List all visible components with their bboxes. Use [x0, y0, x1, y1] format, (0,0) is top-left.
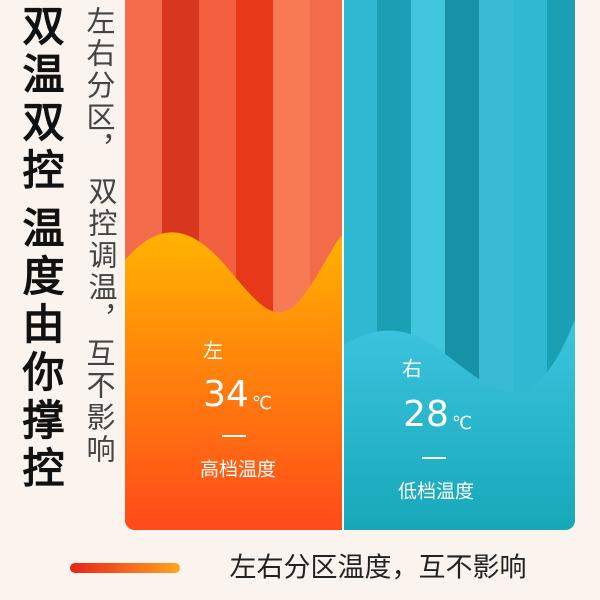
side-text: 互不影响	[82, 338, 116, 466]
zone-side: 左	[203, 339, 223, 363]
warm-zone	[125, 232, 343, 530]
zone-side: 右	[402, 357, 422, 381]
side-text: 左右分区，	[82, 6, 116, 166]
headline: 双温双控	[16, 4, 65, 196]
zone-level: 低档温度	[398, 481, 474, 503]
zone-unit: ℃	[452, 413, 472, 434]
cool-zone	[343, 320, 575, 530]
zone-unit: ℃	[252, 393, 272, 414]
headline: 温度由你撑控	[16, 206, 65, 494]
zone-level: 高档温度	[200, 459, 276, 481]
zone-temperature: 28	[403, 394, 449, 435]
footer-bar	[70, 563, 180, 573]
footer: 左右分区温度，互不影响	[230, 553, 527, 584]
side-text: 双控调温，	[84, 176, 118, 336]
zone-temperature: 34	[203, 374, 249, 415]
